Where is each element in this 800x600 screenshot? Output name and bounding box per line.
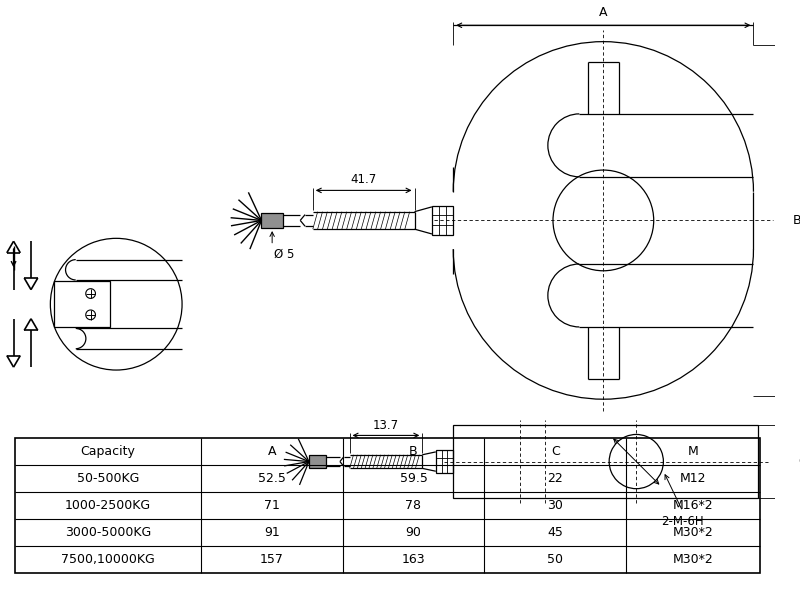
Text: 157: 157: [260, 553, 284, 566]
Text: B: B: [409, 445, 418, 458]
Text: Capacity: Capacity: [80, 445, 135, 458]
Text: 78: 78: [406, 499, 422, 512]
Text: 50-500KG: 50-500KG: [77, 472, 139, 485]
Text: 45: 45: [547, 526, 563, 539]
Text: M30*2: M30*2: [673, 553, 714, 566]
Text: C: C: [798, 455, 800, 468]
Text: Ø 5: Ø 5: [274, 248, 294, 260]
Text: 52.5: 52.5: [258, 472, 286, 485]
Text: M: M: [688, 445, 698, 458]
Bar: [309, 455, 326, 469]
Text: 41.7: 41.7: [350, 173, 377, 185]
Text: 13.7: 13.7: [373, 419, 399, 431]
Text: 59.5: 59.5: [399, 472, 427, 485]
Bar: [454, 425, 758, 498]
Text: 2-M-6H: 2-M-6H: [662, 515, 704, 529]
Text: 22: 22: [547, 472, 563, 485]
Text: A: A: [267, 445, 276, 458]
Text: M12: M12: [680, 472, 706, 485]
Bar: [14, 438, 760, 574]
Bar: [436, 450, 454, 473]
Text: M30*2: M30*2: [673, 526, 714, 539]
Text: 91: 91: [264, 526, 280, 539]
Bar: [54, 281, 110, 328]
Text: 50: 50: [547, 553, 563, 566]
Text: A: A: [599, 7, 608, 19]
Text: 7500,10000KG: 7500,10000KG: [61, 553, 154, 566]
Text: B: B: [793, 214, 800, 227]
Text: 71: 71: [264, 499, 280, 512]
Text: 3000-5000KG: 3000-5000KG: [65, 526, 151, 539]
Text: 90: 90: [406, 526, 422, 539]
Bar: [262, 212, 282, 228]
Text: C: C: [550, 445, 559, 458]
Text: 163: 163: [402, 553, 426, 566]
Text: 30: 30: [547, 499, 563, 512]
Bar: [432, 206, 454, 235]
Text: M16*2: M16*2: [673, 499, 714, 512]
Text: 1000-2500KG: 1000-2500KG: [65, 499, 151, 512]
